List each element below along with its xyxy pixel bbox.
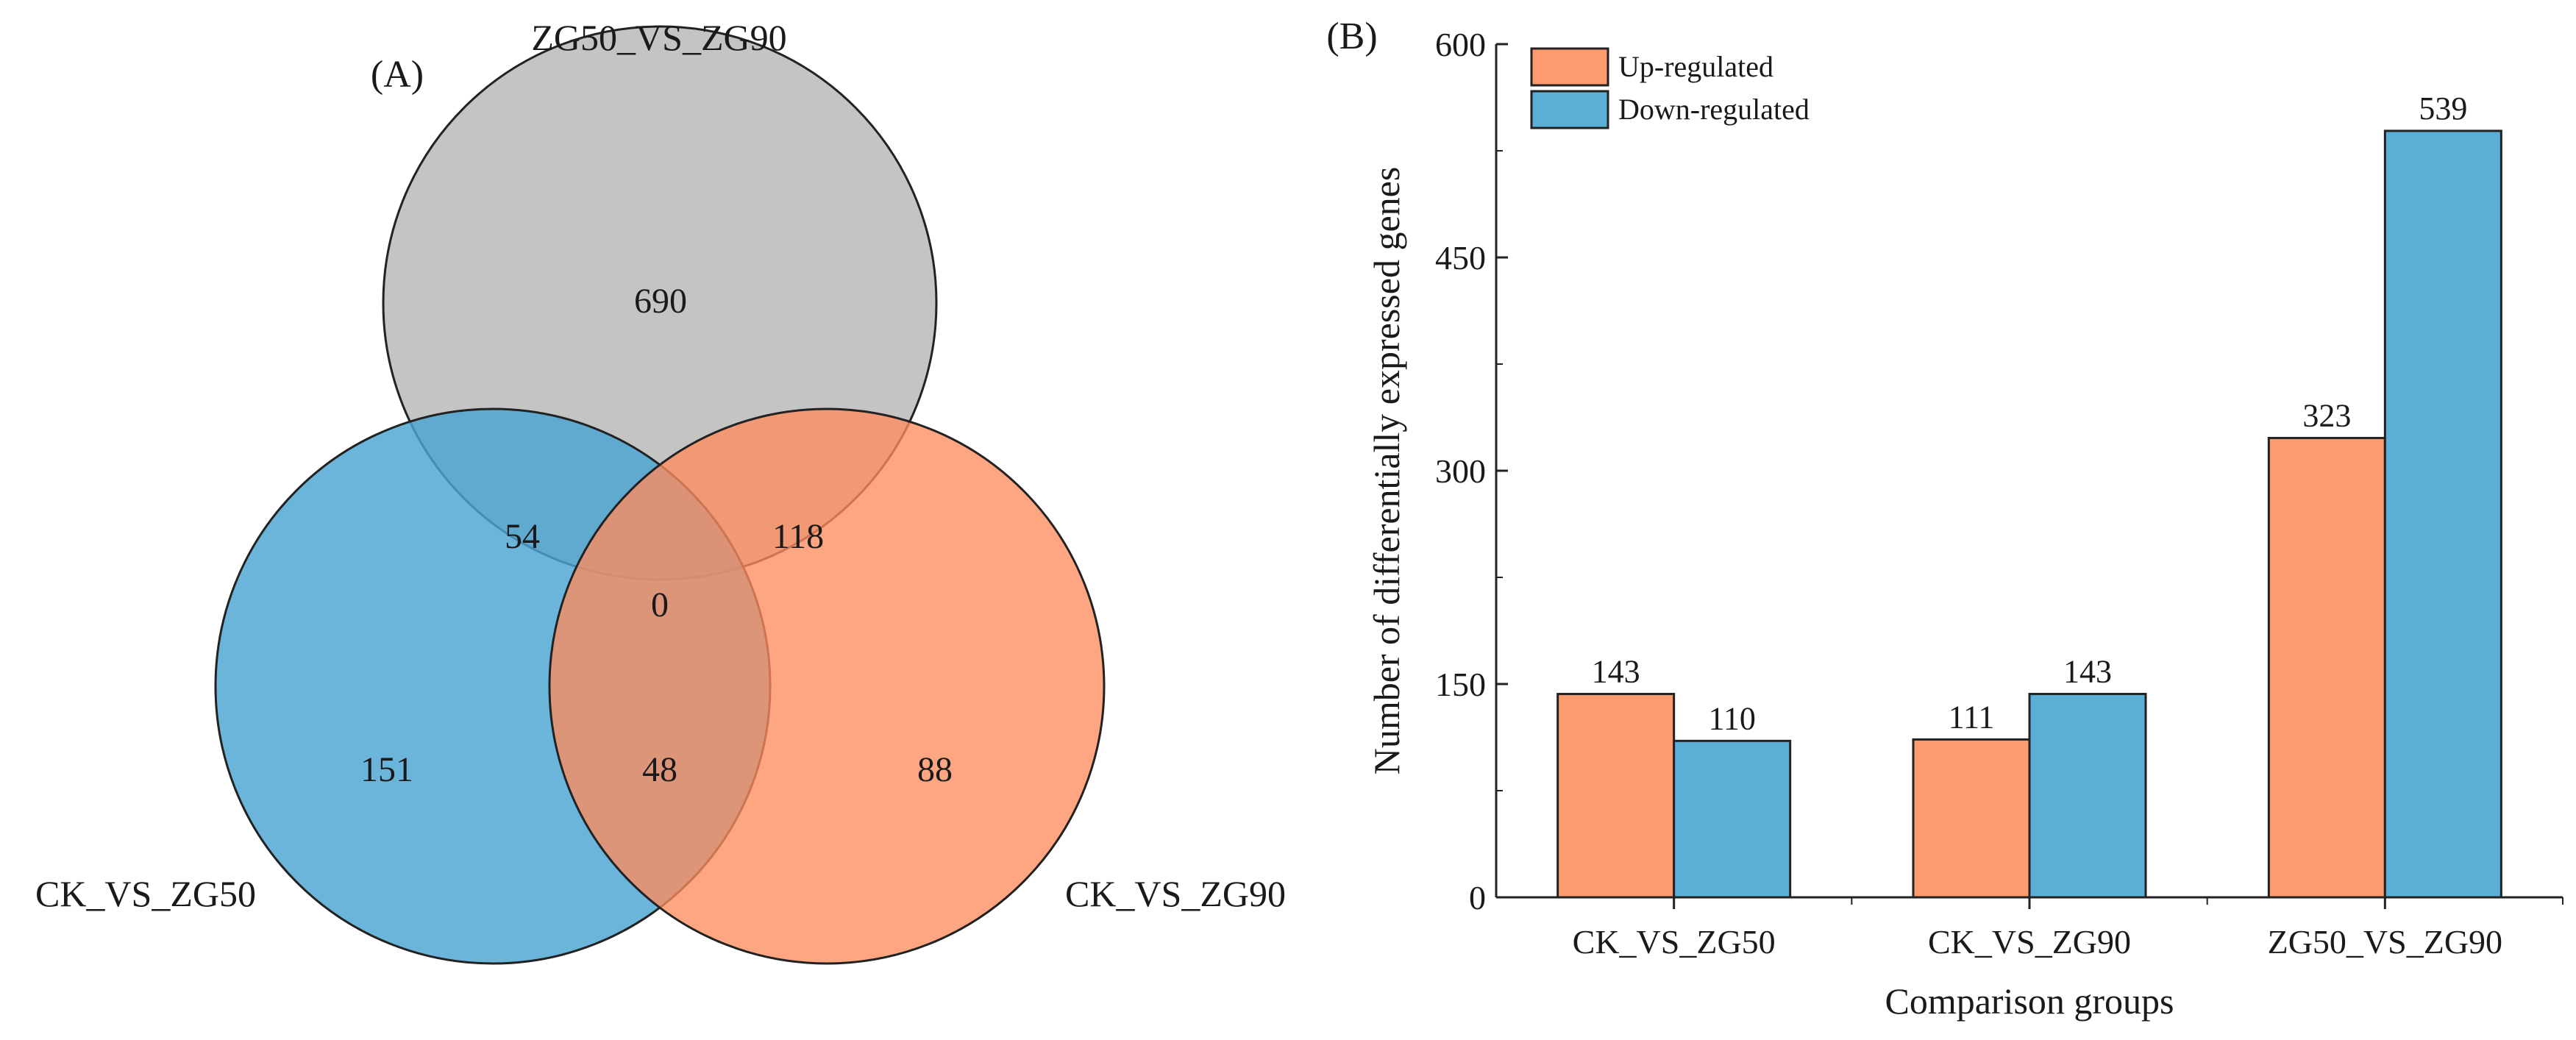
- y-axis-title: Number of differentially expressed genes: [1366, 167, 1407, 775]
- data-label-up-1: 111: [1949, 699, 1995, 735]
- venn-label-left: CK_VS_ZG50: [35, 873, 256, 914]
- venn-count-left-only: 151: [360, 750, 413, 789]
- bar-chart-panel: (B) 143 110 CK_VS_ZG50 111 143 CK_VS_ZG90 323 5…: [1326, 15, 2563, 1022]
- legend-label-up: Up-regulated: [1618, 50, 1773, 83]
- venn-count-all-three: 0: [651, 585, 669, 624]
- legend-swatch-down: [1530, 90, 1609, 129]
- data-label-up-0: 143: [1592, 654, 1640, 690]
- bar-down-2: [2383, 129, 2502, 899]
- y-tick-label-2: 300: [1435, 452, 1486, 490]
- legend-label-down: Down-regulated: [1618, 93, 1810, 126]
- venn-label-top: ZG50_VS_ZG90: [531, 17, 786, 58]
- x-axis-title: Comparison groups: [1885, 980, 2174, 1022]
- bar-down-0: [1673, 739, 1792, 899]
- venn-panel: (A) ZG50_VS_ZG90 CK_VS_ZG50 CK_VS_ZG90 6…: [35, 17, 1286, 965]
- bar-up-2: [2267, 437, 2386, 899]
- y-tick-label-3: 450: [1435, 239, 1486, 277]
- venn-circle-right: [548, 407, 1106, 965]
- y-tick-label-1: 150: [1435, 666, 1486, 703]
- labels-layer: 143 110 CK_VS_ZG50 111 143 CK_VS_ZG90 323 539 ZG…: [1435, 26, 2502, 961]
- data-label-down-0: 110: [1708, 700, 1755, 736]
- y-tick-label-4: 600: [1435, 26, 1486, 63]
- venn-count-left-right: 48: [642, 750, 677, 789]
- venn-count-top-only: 690: [634, 282, 687, 321]
- data-label-down-1: 143: [2063, 654, 2112, 690]
- bar-up-0: [1556, 693, 1676, 899]
- y-tick-label-0: 0: [1469, 879, 1486, 916]
- axes-layer: [1495, 43, 2563, 909]
- venn-label-right: CK_VS_ZG90: [1065, 873, 1286, 914]
- x-tick-label-1: CK_VS_ZG90: [1928, 923, 2131, 961]
- venn-count-right-only: 88: [917, 750, 953, 789]
- x-tick-label-0: CK_VS_ZG50: [1573, 923, 1776, 961]
- legend-swatch-up: [1530, 47, 1609, 87]
- venn-count-top-right: 118: [772, 517, 824, 556]
- bar-up-1: [1912, 738, 2031, 899]
- x-tick-label-2: ZG50_VS_ZG90: [2268, 923, 2502, 961]
- panel-a-letter: (A): [371, 54, 424, 96]
- legend: Up-regulated Down-regulated: [1530, 47, 1810, 129]
- bars-layer: [1556, 129, 2502, 899]
- data-label-down-2: 539: [2419, 90, 2467, 127]
- panel-b-letter: (B): [1326, 15, 1377, 57]
- data-label-up-2: 323: [2302, 398, 2351, 434]
- bar-down-1: [2028, 693, 2147, 899]
- venn-count-top-left: 54: [505, 517, 540, 556]
